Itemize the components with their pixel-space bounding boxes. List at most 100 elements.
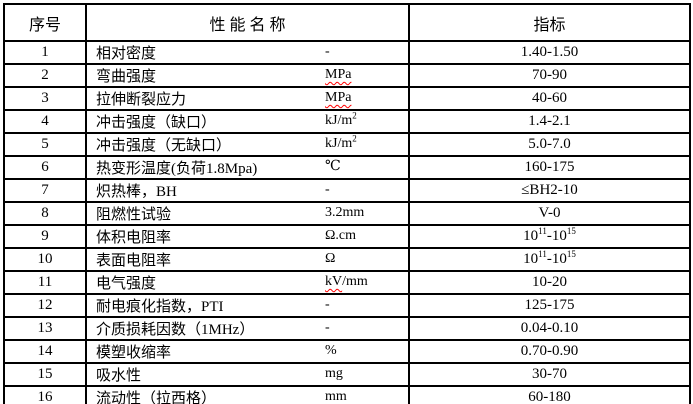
property-name: 耐电痕化指数，PTI bbox=[96, 299, 224, 315]
column-header-serial: 序号 bbox=[3, 3, 87, 42]
table-row: 14 模塑收缩率% 0.70-0.90 bbox=[3, 339, 691, 364]
property-name: 拉伸断裂应力 bbox=[96, 92, 187, 108]
table-row: 12 耐电痕化指数，PTI - 125-175 bbox=[3, 293, 691, 318]
property-name-cell: 阻燃性试验 3.2mm bbox=[85, 201, 410, 226]
property-unit: MPa bbox=[325, 66, 352, 84]
property-name-cell: 炽热棒，BH - bbox=[85, 178, 410, 203]
property-spec-value: 40-60 bbox=[408, 86, 691, 111]
row-serial-number: 14 bbox=[3, 339, 87, 364]
row-serial-number: 2 bbox=[3, 63, 87, 88]
property-name-cell: 体积电阻率 Ω.cm bbox=[85, 224, 410, 249]
property-spec-value: 160-175 bbox=[408, 155, 691, 180]
row-serial-number: 16 bbox=[3, 385, 87, 404]
property-name: 冲击强度（无缺口） bbox=[96, 138, 232, 154]
property-unit: - bbox=[325, 44, 330, 59]
property-name-cell: 表面电阻率 Ω bbox=[85, 247, 410, 272]
property-name: 介质损耗因数（1MHz） bbox=[96, 322, 255, 338]
property-name: 电气强度 bbox=[96, 276, 157, 292]
property-unit: Ω bbox=[325, 251, 336, 266]
table-row: 8 阻燃性试验 3.2mm V-0 bbox=[3, 201, 691, 226]
property-name-cell: 拉伸断裂应力 MPa bbox=[85, 86, 410, 111]
property-spec-value: 125-175 bbox=[408, 293, 691, 318]
row-serial-number: 8 bbox=[3, 201, 87, 226]
property-name-cell: 弯曲强度 MPa bbox=[85, 63, 410, 88]
row-serial-number: 6 bbox=[3, 155, 87, 180]
row-serial-number: 3 bbox=[3, 86, 87, 111]
row-serial-number: 15 bbox=[3, 362, 87, 387]
property-unit: MPa bbox=[325, 89, 352, 107]
table-row: 2 弯曲强度 MPa 70-90 bbox=[3, 63, 691, 88]
column-header-spec: 指标 bbox=[408, 3, 691, 42]
table-row: 16 流动性（拉西格） mm 60-180 bbox=[3, 385, 691, 404]
property-unit: - bbox=[325, 297, 330, 312]
property-unit: % bbox=[325, 343, 337, 358]
table-row: 11 电气强度 kV/mm 10-20 bbox=[3, 270, 691, 295]
row-serial-number: 9 bbox=[3, 224, 87, 249]
table-row: 13 介质损耗因数（1MHz） - 0.04-0.10 bbox=[3, 316, 691, 341]
property-name-cell: 冲击强度（无缺口） kJ/m2 bbox=[85, 132, 410, 157]
row-serial-number: 12 bbox=[3, 293, 87, 318]
property-name: 吸水性 bbox=[96, 368, 142, 384]
table-header-row: 序号 性 能 名 称 指标 bbox=[3, 3, 691, 42]
property-unit: ℃ bbox=[325, 159, 341, 174]
property-name-cell: 冲击强度（缺口） kJ/m2 bbox=[85, 109, 410, 134]
property-name: 炽热棒，BH bbox=[96, 184, 177, 200]
table-body: 1 相对密度 -1.40-1.50 2 弯曲强度 MPa 70-90 3 拉伸断裂应力 MPa 40… bbox=[3, 40, 691, 404]
property-spec-value: 1.4-2.1 bbox=[408, 109, 691, 134]
property-unit: 3.2mm bbox=[325, 205, 365, 220]
property-unit: kJ/m2 bbox=[325, 133, 357, 151]
property-name-cell: 流动性（拉西格） mm bbox=[85, 385, 410, 404]
property-unit: kJ/m2 bbox=[325, 110, 357, 128]
property-name: 体积电阻率 bbox=[96, 230, 172, 246]
row-serial-number: 11 bbox=[3, 270, 87, 295]
spellcheck-underline: kV bbox=[325, 274, 343, 289]
property-name: 相对密度 bbox=[96, 46, 157, 62]
table-row: 4 冲击强度（缺口） kJ/m2 1.4-2.1 bbox=[3, 109, 691, 134]
property-spec-value: 1011-1015 bbox=[408, 247, 691, 272]
property-name: 冲击强度（缺口） bbox=[96, 115, 217, 131]
property-name: 模塑收缩率 bbox=[96, 345, 172, 361]
property-spec-value: 5.0-7.0 bbox=[408, 132, 691, 157]
table-row: 15 吸水性 mg 30-70 bbox=[3, 362, 691, 387]
property-spec-value: 10-20 bbox=[408, 270, 691, 295]
property-name-cell: 电气强度 kV/mm bbox=[85, 270, 410, 295]
column-header-property: 性 能 名 称 bbox=[85, 3, 410, 42]
property-spec-value: 30-70 bbox=[408, 362, 691, 387]
property-name: 流动性（拉西格） bbox=[96, 391, 217, 404]
property-name-cell: 相对密度 - bbox=[85, 40, 410, 65]
property-spec-value: 70-90 bbox=[408, 63, 691, 88]
property-spec-value: 1.40-1.50 bbox=[408, 40, 691, 65]
property-spec-value: 1011-1015 bbox=[408, 224, 691, 249]
property-spec-value: 0.04-0.10 bbox=[408, 316, 691, 341]
table-row: 9 体积电阻率 Ω.cm 1011-1015 bbox=[3, 224, 691, 249]
property-name: 弯曲强度 bbox=[96, 69, 157, 85]
property-name: 表面电阻率 bbox=[96, 253, 172, 269]
property-name-cell: 热变形温度(负荷1.8Mpa) ℃ bbox=[85, 155, 410, 180]
table-row: 5 冲击强度（无缺口） kJ/m2 5.0-7.0 bbox=[3, 132, 691, 157]
property-unit: mm bbox=[325, 389, 347, 404]
property-spec-value: 60-180 bbox=[408, 385, 691, 404]
property-unit: - bbox=[325, 320, 330, 335]
property-name-cell: 耐电痕化指数，PTI - bbox=[85, 293, 410, 318]
spellcheck-underline: MPa bbox=[325, 67, 352, 82]
property-unit: - bbox=[325, 182, 330, 197]
row-serial-number: 7 bbox=[3, 178, 87, 203]
table-row: 6 热变形温度(负荷1.8Mpa) ℃ 160-175 bbox=[3, 155, 691, 180]
row-serial-number: 10 bbox=[3, 247, 87, 272]
table-row: 7 炽热棒，BH - ≤BH2-10 bbox=[3, 178, 691, 203]
property-spec-value: ≤BH2-10 bbox=[408, 178, 691, 203]
property-unit: Ω.cm bbox=[325, 228, 357, 243]
property-name-cell: 模塑收缩率% bbox=[85, 339, 410, 364]
row-serial-number: 13 bbox=[3, 316, 87, 341]
spellcheck-underline: MPa bbox=[325, 90, 352, 105]
property-name-cell: 吸水性 mg bbox=[85, 362, 410, 387]
material-properties-table: 序号 性 能 名 称 指标 1 相对密度 - 1.40-1.50 2 弯曲强度 MPa 70-… bbox=[3, 3, 691, 404]
row-serial-number: 1 bbox=[3, 40, 87, 65]
property-name-cell: 介质损耗因数（1MHz） - bbox=[85, 316, 410, 341]
property-spec-value: V-0 bbox=[408, 201, 691, 226]
table-row: 3 拉伸断裂应力 MPa 40-60 bbox=[3, 86, 691, 111]
property-name: 阻燃性试验 bbox=[96, 207, 172, 223]
property-unit: kV/mm bbox=[325, 274, 368, 289]
row-serial-number: 4 bbox=[3, 109, 87, 134]
